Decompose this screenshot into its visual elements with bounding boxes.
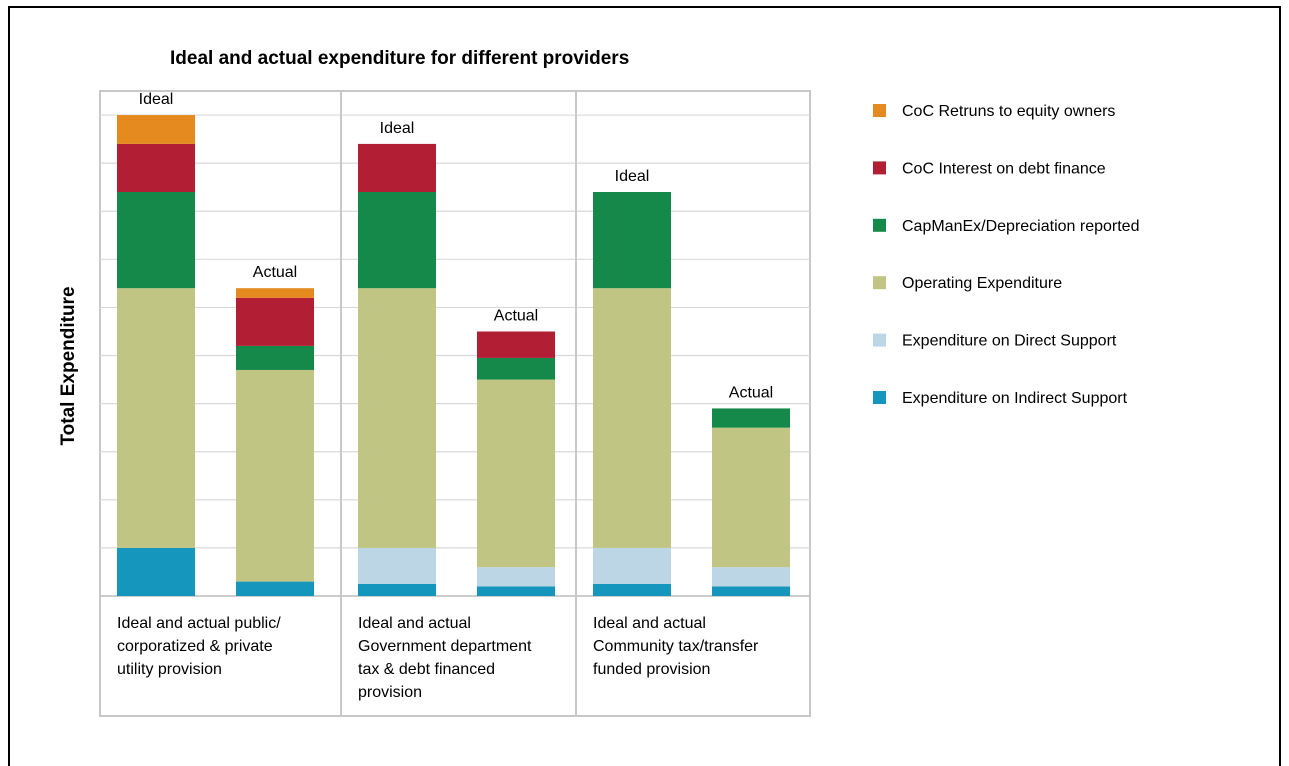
bar-segment bbox=[593, 288, 671, 548]
bar-segment bbox=[117, 115, 195, 144]
bar-segment bbox=[477, 357, 555, 380]
bar-segment bbox=[236, 288, 314, 298]
bar-segment bbox=[117, 288, 195, 548]
bar-segment bbox=[477, 567, 555, 587]
legend-swatch bbox=[873, 333, 886, 347]
bar-segment bbox=[712, 586, 790, 596]
bar-label: Ideal bbox=[139, 91, 174, 108]
bar-label: Ideal bbox=[380, 120, 415, 137]
bar-segment bbox=[236, 345, 314, 370]
bar-segment bbox=[236, 297, 314, 346]
legend: CoC Retruns to equity owners CoC Interest… bbox=[873, 103, 1139, 407]
bar-segment bbox=[477, 586, 555, 596]
y-axis-label: Total Expenditure bbox=[58, 286, 79, 445]
group-label-line: Ideal and actual public/ bbox=[117, 615, 281, 632]
legend-label: CoC Interest on debt finance bbox=[902, 160, 1106, 177]
legend-label: CapManEx/Depreciation reported bbox=[902, 218, 1139, 235]
legend-swatch bbox=[873, 276, 886, 290]
chart-title: Ideal and actual expenditure for differe… bbox=[170, 48, 629, 69]
bar-segment bbox=[358, 583, 436, 596]
legend-swatch bbox=[873, 161, 886, 175]
bar-segment bbox=[593, 547, 671, 584]
bar-segment bbox=[117, 143, 195, 192]
group-label-line: tax & debt financed bbox=[358, 661, 495, 678]
plot-area: Ideal Actual Ideal Actual Ideal Actual Ideal a… bbox=[99, 90, 811, 717]
bar-label: Actual bbox=[494, 307, 538, 324]
bar-label: Actual bbox=[253, 264, 297, 281]
group-label-line: utility provision bbox=[117, 661, 222, 678]
group-label-line: Ideal and actual bbox=[593, 615, 706, 632]
bar-segment bbox=[358, 288, 436, 548]
group-label-line: Government department bbox=[358, 638, 532, 655]
group-label-line: Ideal and actual bbox=[358, 615, 471, 632]
group-label-line: funded provision bbox=[593, 661, 710, 678]
bar-segment bbox=[477, 379, 555, 568]
legend-swatch bbox=[873, 104, 886, 117]
bar-segment bbox=[477, 331, 555, 358]
bar-segment bbox=[358, 547, 436, 584]
group-label-line: Community tax/transfer bbox=[593, 638, 759, 655]
legend-label: Operating Expenditure bbox=[902, 275, 1062, 292]
legend-swatch bbox=[873, 218, 886, 232]
bar-segment bbox=[712, 427, 790, 568]
group-label-line: provision bbox=[358, 684, 422, 701]
bar-segment bbox=[712, 408, 790, 428]
group-label-line: corporatized & private bbox=[117, 638, 273, 655]
bar-label: Ideal bbox=[615, 168, 650, 185]
bar-segment bbox=[236, 581, 314, 596]
bar-segment bbox=[358, 192, 436, 289]
bar-segment bbox=[712, 567, 790, 587]
legend-label: CoC Retruns to equity owners bbox=[902, 103, 1115, 120]
bar-segment bbox=[593, 583, 671, 596]
legend-label: Expenditure on Direct Support bbox=[902, 333, 1117, 350]
bar-segment bbox=[117, 192, 195, 289]
bar-segment bbox=[117, 547, 195, 596]
bar-segment bbox=[236, 369, 314, 582]
bar-label: Actual bbox=[729, 384, 773, 401]
legend-swatch bbox=[873, 391, 886, 404]
legend-label: Expenditure on Indirect Support bbox=[902, 390, 1128, 407]
bar-segment bbox=[593, 192, 671, 289]
bar-segment bbox=[358, 143, 436, 192]
chart-frame bbox=[8, 6, 1281, 766]
